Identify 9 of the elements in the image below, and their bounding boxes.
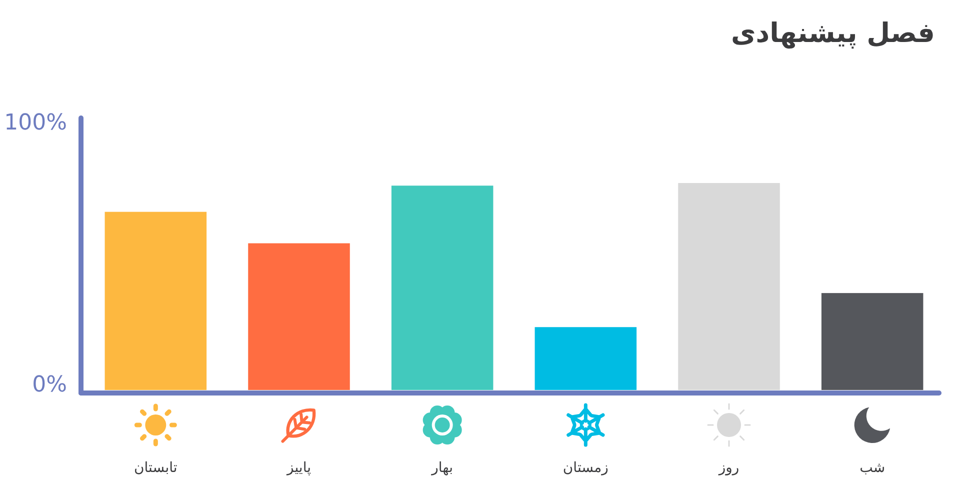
- x-tick-label: بهار: [430, 460, 454, 476]
- x-tick-label: پاییز: [286, 460, 312, 476]
- y-tick-label: 0%: [32, 372, 67, 398]
- x-tick-label: روز: [718, 460, 740, 476]
- chart-title: فصل پیشنهادی: [730, 18, 935, 49]
- x-tick-label: تابستان: [134, 460, 178, 476]
- x-tick-label: شب: [860, 460, 886, 476]
- y-tick-label: 100%: [4, 110, 67, 136]
- x-tick-label: زمستان: [562, 460, 608, 476]
